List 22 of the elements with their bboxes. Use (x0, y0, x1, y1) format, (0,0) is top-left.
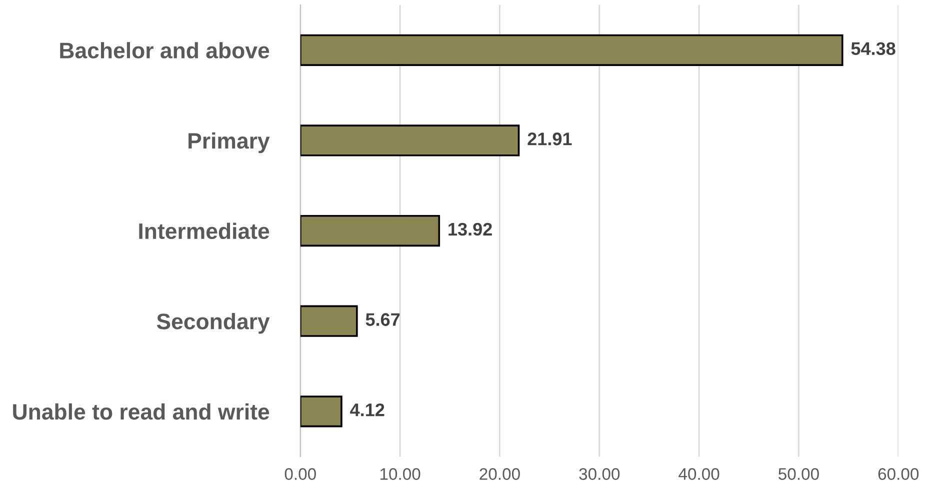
x-tick-label: 30.00 (579, 468, 620, 480)
y-tick-label: Secondary (156, 313, 270, 334)
data-label: 21.91 (528, 132, 572, 146)
y-tick-label: Intermediate (139, 222, 270, 240)
x-tick-label: 50.00 (778, 468, 819, 480)
x-tick-label: 40.00 (678, 468, 720, 480)
bar (300, 34, 844, 66)
bar (300, 214, 440, 247)
bar (300, 396, 342, 428)
data-label: 4.12 (350, 403, 384, 416)
y-tick-label: Unable to read and write (13, 403, 270, 420)
data-label: 5.67 (366, 313, 400, 326)
x-tick-label: 10.00 (380, 468, 420, 480)
x-tick-label: 20.00 (480, 468, 520, 480)
bar (300, 305, 358, 337)
x-tick-label: 60.00 (878, 468, 919, 480)
y-tick-label: Primary (188, 132, 270, 154)
data-label: 13.92 (448, 222, 492, 236)
y-tick-label: Bachelor and above (60, 42, 270, 58)
bar (300, 124, 520, 156)
data-label: 54.38 (851, 42, 896, 56)
x-tick-label: 0.00 (284, 468, 316, 480)
